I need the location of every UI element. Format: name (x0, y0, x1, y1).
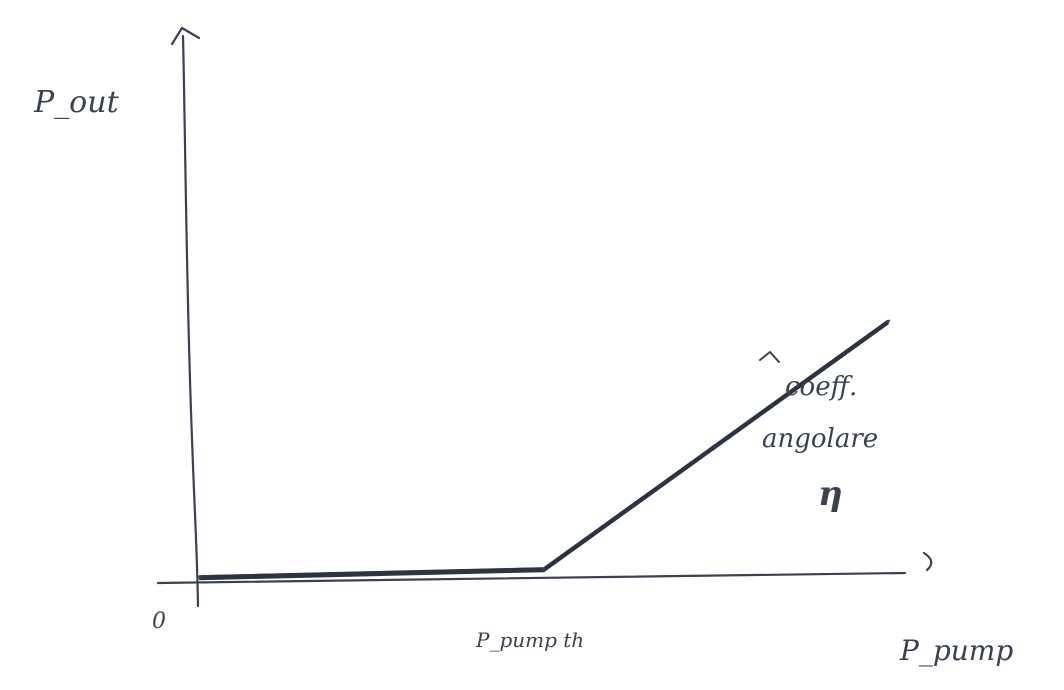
x-axis-arrowhead (922, 551, 933, 572)
annotation-line-1: coeff. (785, 372, 857, 402)
y-axis (181, 34, 200, 608)
x-axis-label: P_pump (899, 634, 1013, 667)
annotation-tick (759, 351, 780, 363)
data-point-2 (886, 319, 890, 323)
threshold-label: P_pump th (475, 628, 584, 652)
origin-label: 0 (152, 609, 166, 634)
output-curve-inkpass (199, 322, 889, 581)
y-axis-arrowhead (170, 26, 201, 46)
point-layer (198, 319, 890, 579)
y-axis-label: P_out (33, 85, 120, 120)
output-curve-inkpass (200, 319, 891, 577)
data-point-1 (542, 567, 546, 571)
annotation-line-2: angolare (762, 424, 878, 454)
x-axis (156, 571, 907, 585)
slope-annotation: coeff. angolare η (759, 351, 878, 514)
annotation-line-3: η (818, 474, 843, 514)
data-point-0 (198, 575, 202, 579)
